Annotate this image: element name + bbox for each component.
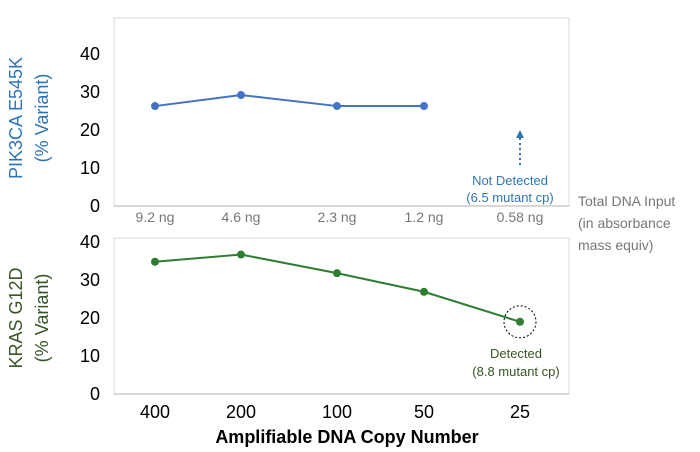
- top-data-point: [420, 102, 428, 111]
- not-detected-arrow-head: [516, 130, 524, 138]
- bottom-y-tick-label: 30: [80, 270, 100, 290]
- bottom-series-line: [154, 253, 521, 323]
- bottom-data-point: [420, 287, 428, 296]
- bottom-data-point: [333, 269, 341, 278]
- bottom-y-label-line1: KRAS G12D: [6, 267, 26, 368]
- input-axis-label: 4.6 ng: [222, 209, 261, 225]
- input-axis-label: 9.2 ng: [136, 209, 175, 225]
- x-category-label: 100: [322, 402, 352, 422]
- top-data-point: [237, 91, 245, 100]
- top-y-tick-label: 10: [80, 158, 100, 178]
- top-y-label-line1: PIK3CA E545K: [6, 57, 26, 179]
- x-category-label: 25: [510, 402, 530, 422]
- x-category-label: 50: [414, 402, 434, 422]
- bottom-y-label-line2: (% Variant): [32, 274, 52, 363]
- input-axis-label: 0.58 ng: [497, 209, 544, 225]
- top-y-label-line2: (% Variant): [32, 74, 52, 163]
- bottom-annotation-line1: Detected: [490, 346, 542, 361]
- x-axis-title: Amplifiable DNA Copy Number: [215, 427, 478, 447]
- input-axis-labels: 9.2 ng 4.6 ng 2.3 ng 1.2 ng 0.58 ng: [136, 209, 544, 225]
- input-axis-label: 1.2 ng: [405, 209, 444, 225]
- detected-highlight-circle: [503, 305, 537, 339]
- x-axis-categories: 400 200 100 50 25: [140, 402, 530, 422]
- bottom-y-tick-label: 0: [90, 384, 100, 404]
- bottom-y-ticks: 0 10 20 30 40: [80, 232, 100, 404]
- bottom-y-tick-label: 10: [80, 346, 100, 366]
- top-data-point: [333, 102, 341, 111]
- top-y-tick-label: 20: [80, 120, 100, 140]
- bottom-y-tick-label: 20: [80, 308, 100, 328]
- top-series-layer: [151, 91, 428, 111]
- bottom-data-point: [151, 257, 159, 266]
- top-y-tick-label: 40: [80, 44, 100, 64]
- bottom-annotation-line2: (8.8 mutant cp): [472, 364, 559, 379]
- input-axis-title-line2: (in absorbance: [578, 215, 671, 231]
- top-y-tick-label: 30: [80, 82, 100, 102]
- top-y-tick-label: 0: [90, 196, 100, 216]
- x-category-label: 200: [226, 402, 256, 422]
- bottom-series-layer: [151, 250, 524, 326]
- input-axis-title-line3: mass equiv): [578, 237, 653, 253]
- top-data-point: [151, 102, 159, 111]
- bottom-data-point: [237, 250, 245, 259]
- bottom-y-tick-label: 40: [80, 232, 100, 252]
- top-annotation-line2: (6.5 mutant cp): [466, 190, 553, 205]
- input-axis-label: 2.3 ng: [318, 209, 357, 225]
- x-category-label: 400: [140, 402, 170, 422]
- bottom-data-point: [516, 317, 524, 326]
- input-axis-title-line1: Total DNA Input: [578, 193, 675, 209]
- top-series-line: [154, 94, 424, 108]
- top-annotation-line1: Not Detected: [472, 173, 548, 188]
- top-y-ticks: 0 10 20 30 40: [80, 44, 100, 216]
